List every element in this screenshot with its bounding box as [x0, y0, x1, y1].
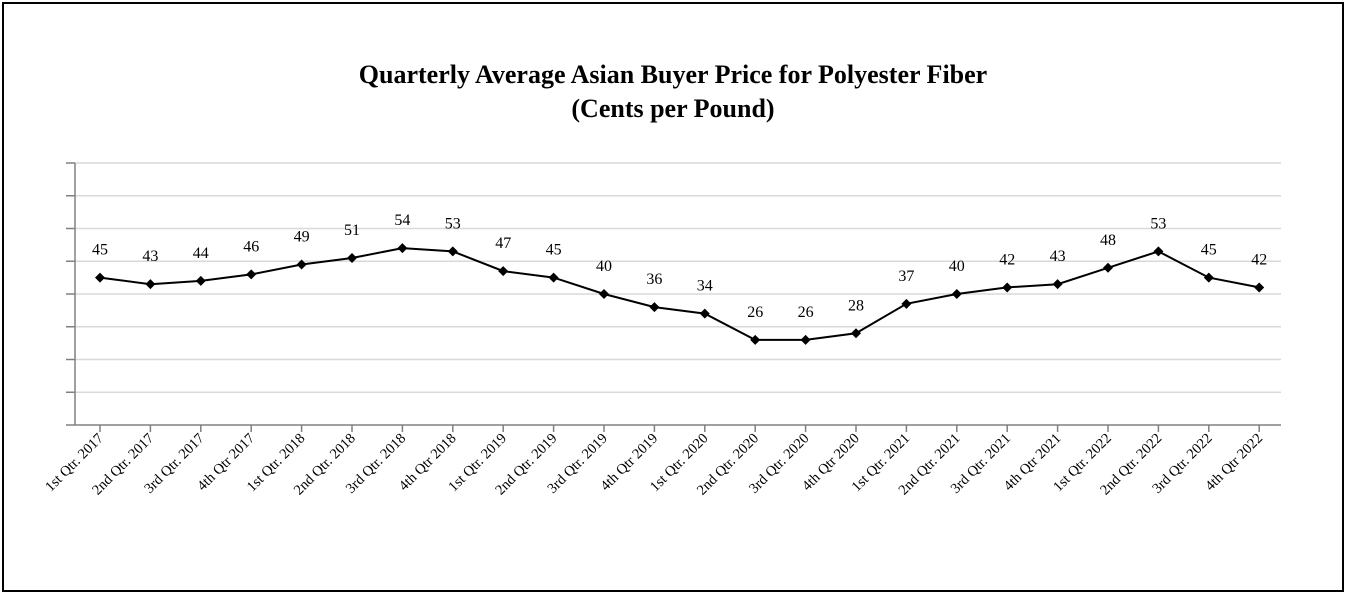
data-label: 43: [1050, 248, 1066, 265]
data-point: [800, 334, 811, 345]
data-point: [951, 289, 962, 299]
data-label: 44: [193, 245, 209, 262]
data-label: 26: [798, 304, 814, 321]
data-label: 48: [1100, 232, 1116, 249]
data-point: [1052, 279, 1063, 290]
data-point: [397, 243, 408, 254]
data-point: [246, 269, 257, 280]
data-label: 26: [747, 304, 763, 321]
data-point: [851, 328, 861, 339]
data-label: 43: [142, 248, 158, 265]
chart-title: Quarterly Average Asian Buyer Price for …: [358, 60, 988, 89]
data-point: [447, 246, 458, 257]
data-point: [901, 298, 912, 309]
data-point: [599, 289, 609, 299]
data-point: [1203, 272, 1214, 283]
data-point: [296, 259, 307, 270]
data-point: [1254, 282, 1265, 293]
data-label: 40: [949, 258, 965, 275]
data-point: [1002, 282, 1013, 293]
data-label: 40: [596, 258, 612, 275]
series-line: [99, 247, 1260, 341]
data-label: 51: [344, 222, 360, 239]
data-point: [1153, 246, 1164, 257]
data-point: [195, 275, 206, 286]
data-point: [649, 302, 660, 313]
data-label: 49: [294, 229, 310, 246]
data-label: 37: [898, 268, 914, 285]
data-label: 45: [1201, 242, 1217, 259]
data-label: 28: [848, 297, 864, 314]
data-label: 34: [697, 278, 713, 295]
data-label: 42: [999, 251, 1015, 268]
data-label: 45: [92, 242, 108, 259]
data-point: [750, 334, 761, 345]
chart-subtitle: (Cents per Pound): [571, 94, 775, 123]
data-point: [548, 272, 559, 283]
data-label: 53: [1150, 215, 1166, 232]
chart-title-block: Quarterly Average Asian Buyer Price for …: [0, 58, 1346, 126]
data-point: [498, 266, 509, 277]
data-point: [95, 272, 105, 283]
data-point: [145, 279, 156, 290]
data-label: 42: [1251, 251, 1267, 268]
data-label: 46: [243, 238, 259, 255]
data-point: [1103, 262, 1113, 273]
data-label: 36: [646, 271, 662, 288]
data-point: [347, 252, 357, 263]
data-label: 54: [394, 212, 410, 229]
data-label: 47: [495, 235, 511, 252]
data-label: 45: [546, 242, 562, 259]
data-label: 53: [445, 215, 461, 232]
data-point: [699, 308, 710, 319]
